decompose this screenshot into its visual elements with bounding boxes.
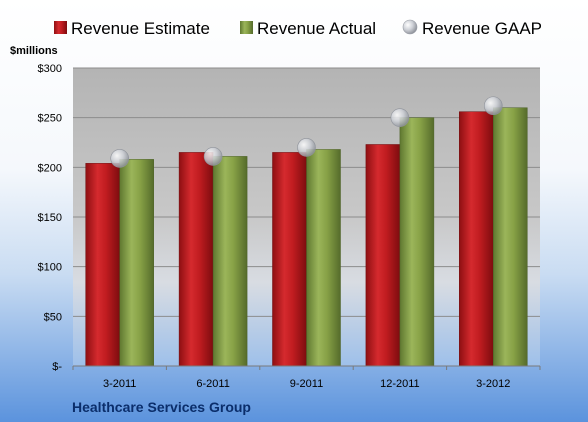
marker-revenue-gaap <box>110 149 129 168</box>
legend-swatch-estimate <box>54 21 67 34</box>
legend: Revenue Estimate Revenue Actual Revenue … <box>54 19 542 38</box>
gaap-markers <box>110 96 503 168</box>
marker-revenue-gaap <box>297 138 316 157</box>
y-tick-label: $300 <box>38 63 62 75</box>
x-axis-ticks: 3-2011 6-2011 9-2011 12-2011 3-2012 <box>72 366 541 390</box>
bar-revenue-estimate <box>178 152 214 367</box>
y-tick-label: $100 <box>38 262 62 274</box>
x-tick-label: 9-2011 <box>290 378 323 390</box>
x-tick-label: 3-2011 <box>103 378 136 390</box>
bar-revenue-estimate <box>85 163 120 367</box>
legend-label-actual: Revenue Actual <box>257 19 376 38</box>
y-axis-label: $millions <box>10 45 58 57</box>
marker-revenue-gaap <box>390 108 410 127</box>
y-axis-ticks: $- $50 $100 $150 $200 $250 $300 <box>38 63 63 373</box>
y-tick-label: $50 <box>44 311 62 323</box>
x-tick-label: 12-2011 <box>380 378 420 390</box>
legend-label-estimate: Revenue Estimate <box>71 19 210 38</box>
y-tick-label: $200 <box>38 162 62 174</box>
bars <box>85 107 528 367</box>
y-tick-label: $250 <box>38 113 62 125</box>
legend-swatch-actual <box>240 21 253 34</box>
legend-marker-gaap <box>402 19 418 35</box>
marker-revenue-gaap <box>483 96 503 116</box>
x-tick-label: 6-2011 <box>196 378 229 390</box>
marker-revenue-gaap <box>203 147 223 166</box>
bar-revenue-estimate <box>272 152 307 367</box>
bar-revenue-estimate <box>459 111 494 367</box>
bar-revenue-actual <box>306 149 341 367</box>
bar-revenue-actual <box>119 159 154 367</box>
bar-revenue-actual <box>399 117 435 367</box>
y-tick-label: $- <box>52 361 62 373</box>
bar-revenue-estimate <box>365 144 401 367</box>
legend-label-gaap: Revenue GAAP <box>422 19 542 38</box>
company-name: Healthcare Services Group <box>72 399 251 415</box>
y-tick-label: $150 <box>38 212 62 224</box>
bar-revenue-actual <box>212 156 248 367</box>
bar-revenue-actual <box>493 107 528 367</box>
x-tick-label: 3-2012 <box>476 378 510 390</box>
